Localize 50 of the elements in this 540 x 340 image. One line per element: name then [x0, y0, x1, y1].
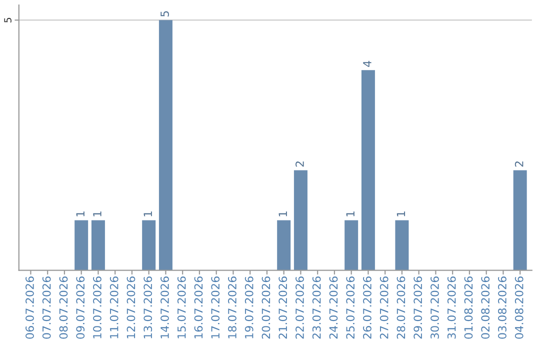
x-tick-label: 19.07.2026: [244, 276, 254, 338]
x-tick-label: 08.07.2026: [59, 276, 68, 339]
x-tick-label: 25.07.2026: [346, 276, 355, 339]
x-tick-label: 14.07.2026: [160, 276, 169, 338]
data-label: 1: [93, 211, 102, 216]
x-tick-label: 18.07.2026: [228, 276, 236, 338]
x-tick-label: 20.07.2026: [262, 276, 270, 339]
x-tick-label: 31.07.2026: [447, 276, 456, 339]
x-tick-label: 01.08.2026: [464, 276, 473, 339]
x-tick-label: 10.07.2026: [93, 276, 102, 338]
data-label: 1: [346, 211, 354, 216]
x-tick-label: 07.07.2026: [42, 276, 51, 339]
x-tick-label: 11.07.2026: [110, 276, 118, 338]
bar: [344, 220, 358, 270]
x-tick-label: 09.07.2026: [76, 276, 85, 339]
x-tick-label: 28.07.2026: [396, 276, 406, 339]
x-tick-label: 02.08.2026: [481, 276, 490, 339]
bar: [395, 220, 409, 270]
x-tick-label: 29.07.2026: [414, 276, 422, 339]
data-label: 1: [144, 211, 152, 216]
bar: [74, 220, 88, 270]
data-label: 1: [396, 211, 406, 216]
x-tick-label: 30.07.2026: [430, 276, 439, 339]
x-tick-label: 21.07.2026: [278, 276, 288, 339]
x-tick-label: 15.07.2026: [177, 276, 186, 338]
bar: [91, 220, 105, 270]
x-tick-label: 16.07.2026: [194, 276, 203, 338]
bar: [158, 20, 172, 270]
x-tick-label: 23.07.2026: [312, 276, 321, 339]
x-tick-label: 22.07.2026: [296, 276, 304, 339]
data-label: 1: [76, 211, 84, 216]
data-label: 5: [160, 11, 169, 16]
x-tick-label: 26.07.2026: [363, 276, 372, 339]
x-tick-label: 12.07.2026: [126, 276, 136, 338]
bar: [513, 170, 527, 270]
data-label: 2: [296, 161, 304, 167]
bar: [277, 220, 291, 270]
x-tick-label: 27.07.2026: [380, 276, 388, 339]
x-tick-label: 03.08.2026: [498, 276, 506, 339]
x-tick-label: 17.07.2026: [211, 276, 220, 338]
data-label: 4: [363, 60, 372, 67]
x-tick-label: 06.07.2026: [26, 276, 34, 339]
x-tick-label: 04.08.2026: [514, 276, 524, 339]
bar: [361, 70, 375, 270]
bar: [142, 220, 156, 270]
x-tick-label: 13.07.2026: [144, 276, 152, 338]
data-label: 1: [278, 211, 287, 216]
bar: [294, 170, 308, 270]
data-label: 2: [514, 161, 524, 167]
x-tick-label: 24.07.2026: [329, 276, 338, 339]
